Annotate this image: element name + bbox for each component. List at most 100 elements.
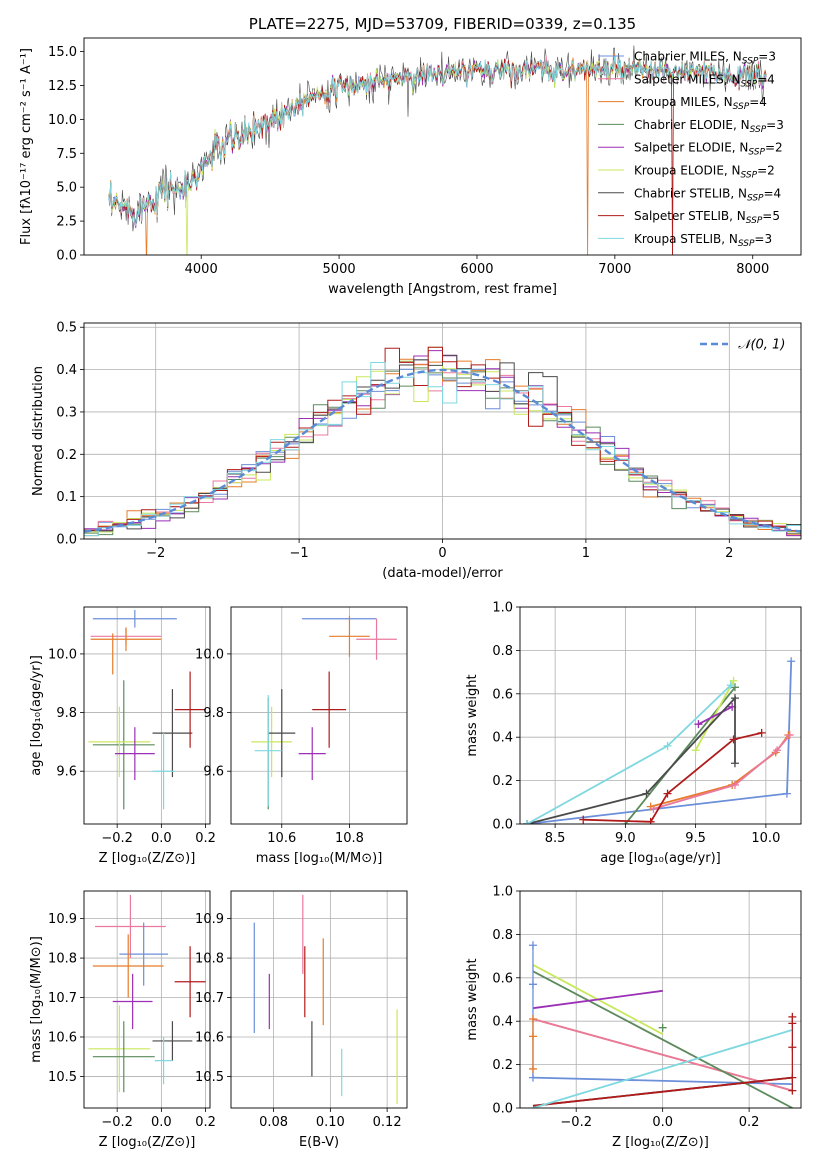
weight-marker [787,657,796,666]
weight-marker [528,1032,537,1041]
y-tick-label: 1.0 [492,885,513,900]
y-tick-label: 0.0 [492,818,513,833]
y-axis-label: age [log₁₀(age/yr)] [29,655,44,776]
residuals-plot-area [84,346,801,537]
x-axis-label: E(B-V) [299,1135,339,1150]
weight-marker [788,1043,797,1052]
legend-entry: Salpeter ELODIE, NSSP=2 [634,141,783,158]
legend-entry: Salpeter STELIB, NSSP=5 [634,209,780,226]
axes-frame [83,37,802,256]
x-tick-label: 0.0 [151,1115,172,1130]
axes-frame [519,606,802,825]
x-tick-label: 10.8 [335,831,364,846]
age-vs-mass-panel: 10.6 10.8 9.6 9.8 10.0 mass [log₁₀(M/M⊙)] [195,606,408,866]
y-tick-label: 1.0 [492,601,513,616]
weight-marker [730,694,739,703]
weight-vs-age-panel: 8.5 9.0 9.5 10.0 0.0 0.2 0.4 0.6 0.8 1.0 age [log₁… [465,601,802,866]
mass-vs-EBV-plot-area [253,894,398,1105]
x-tick-label: 9.0 [615,831,636,846]
x-axis-label: wavelength [Angstrom, rest frame] [328,282,557,297]
weight-marker [528,1064,537,1073]
y-tick-label: 0.3 [56,405,77,420]
weight-series-line [532,1018,793,1092]
y-axis-label: Flux [fλ10⁻¹⁷ erg cm⁻² s⁻¹ A⁻¹] [19,48,34,245]
weight-marker [730,780,739,789]
x-tick-label: 10.6 [267,831,296,846]
legend-entry: Chabrier STELIB, NSSP=4 [634,186,781,203]
weight-series-line [526,695,736,824]
x-tick-label: 0.10 [316,1115,345,1130]
x-tick-label: 0.2 [739,1115,760,1130]
y-tick-label: 0.0 [56,533,77,548]
weight-marker [788,1086,797,1095]
weight-marker [579,815,588,824]
legend-entry: Kroupa ELODIE, NSSP=2 [634,164,775,181]
y-tick-label: 0.8 [492,928,513,943]
y-tick-label: 10.0 [195,647,224,662]
x-tick-label: 8.5 [545,831,566,846]
x-tick-label: −0.2 [101,831,133,846]
weight-marker [773,746,782,755]
y-tick-label: 2.5 [56,215,77,230]
chart-title: PLATE=2275, MJD=53709, FIBERID=0339, z=0… [249,15,636,33]
residuals-panel: −2 −1 0 1 2 0.0 0.1 0.2 0.3 0.4 0.5 (data-model)/er… [31,321,802,581]
y-tick-label: 0.2 [492,774,513,789]
weight-marker [642,789,651,798]
weight-series-line [526,661,793,824]
weight-marker [729,735,738,744]
y-axis-label: mass weight [465,958,480,1040]
axes-frame [83,890,211,1109]
y-tick-label: 7.5 [56,147,77,162]
x-tick-label: 2 [725,546,733,561]
mass-vs-Z-plot-area [88,894,206,1093]
weight-series-line [697,705,733,726]
weight-vs-Z-plot-area [528,941,797,1108]
weight-marker [528,980,537,989]
x-axis-label: Z [log₁₀(Z/Z⊙)] [99,1135,196,1150]
y-tick-label: 10.8 [195,952,224,967]
legend: Chabrier MILES, NSSP=3 Salpeter MILES, NS… [598,50,784,249]
weight-marker [649,804,658,813]
x-axis-label: age [log₁₀(age/yr)] [600,851,721,866]
x-tick-label: 1 [582,546,590,561]
y-tick-label: 0.1 [56,490,77,505]
y-tick-label: 15.0 [48,45,77,60]
weight-marker [528,941,537,950]
normal-curve [84,368,801,533]
legend-entry: Salpeter MILES, NSSP=4 [634,72,775,89]
y-tick-label: 10.7 [48,991,77,1006]
y-tick-label: 0.6 [492,687,513,702]
y-axis-label: mass [log₁₀(M/M⊙)] [29,936,44,1063]
x-tick-label: 9.5 [685,831,706,846]
weight-marker [785,731,794,740]
y-tick-label: 10.6 [48,1030,77,1045]
legend: 𝒩(0, 1) [700,338,785,353]
weight-marker [726,681,735,690]
weight-marker [757,728,766,737]
x-tick-label: 7000 [598,262,631,277]
residual-histogram [84,358,801,537]
x-axis-label: Z [log₁₀(Z/Z⊙)] [612,1135,709,1150]
age-vs-Z-panel: −0.2 0.0 0.2 9.6 9.8 10.0 Z [log₁₀(Z/Z⊙)] age [… [29,606,216,866]
weight-marker [663,789,672,798]
y-tick-label: 10.8 [48,952,77,967]
axes-frame [519,890,802,1109]
weight-series-line [532,970,793,1108]
axes-frame [83,606,211,825]
y-tick-label: 9.8 [203,706,224,721]
legend-entry: Kroupa MILES, NSSP=4 [634,95,767,112]
x-tick-label: 5000 [323,262,356,277]
legend-entry: Chabrier MILES, NSSP=3 [634,50,776,67]
y-axis-label: mass weight [465,674,480,756]
weight-vs-age-plot-area [523,657,796,824]
spectrum-panel: 4000 5000 6000 7000 8000 0.0 2.5 5.0 7.5 10.0 12.5… [19,15,802,297]
y-tick-label: 0.2 [492,1058,513,1073]
y-axis-label: Normed distribution [31,366,46,496]
x-tick-label: 0.2 [195,1115,216,1130]
weight-marker [694,720,703,729]
y-tick-label: 10.5 [195,1070,224,1085]
weight-series-line [653,734,791,810]
x-axis-label: (data-model)/error [382,566,503,581]
y-tick-label: 0.2 [56,448,77,463]
